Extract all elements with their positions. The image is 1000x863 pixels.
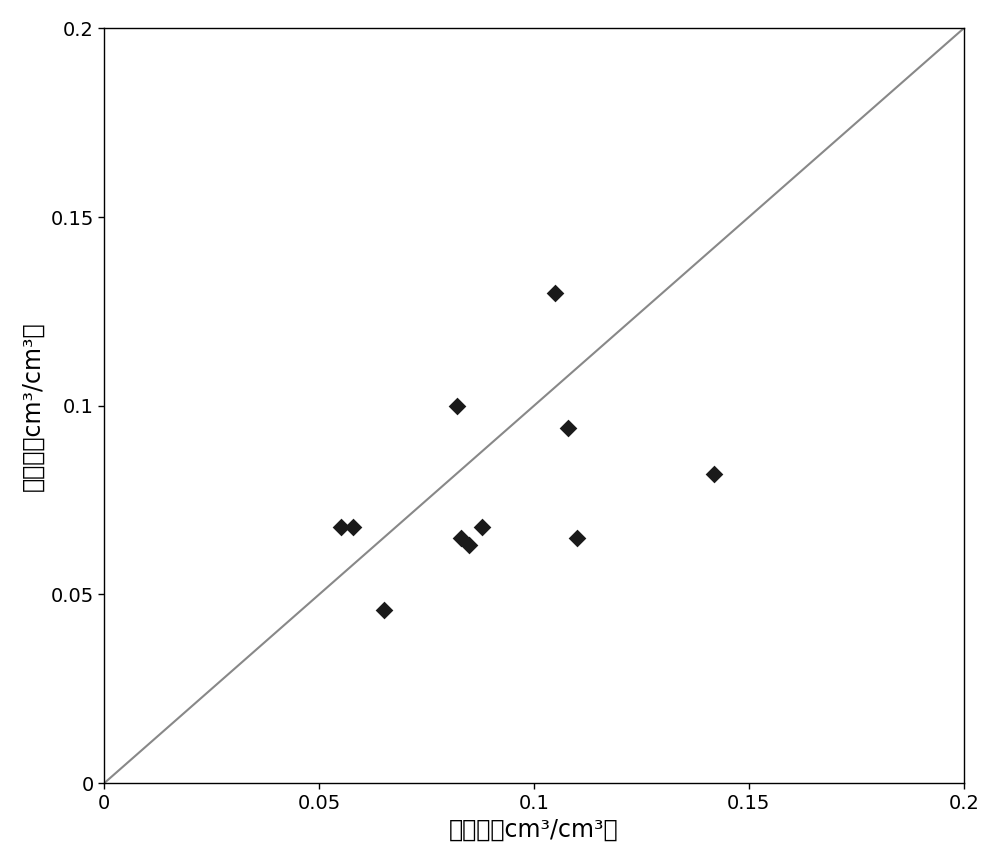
Point: [706, 467, 722, 481]
Point: [560, 421, 576, 435]
Point: [547, 286, 563, 299]
Point: [449, 399, 465, 413]
Y-axis label: 估算值（cm³/cm³）: 估算值（cm³/cm³）: [21, 321, 45, 490]
Point: [333, 520, 349, 533]
Point: [569, 531, 585, 545]
Point: [376, 602, 392, 616]
Point: [345, 520, 361, 533]
Point: [461, 539, 477, 552]
X-axis label: 实测值（cm³/cm³）: 实测值（cm³/cm³）: [449, 818, 619, 842]
Point: [453, 531, 469, 545]
Point: [474, 520, 490, 533]
